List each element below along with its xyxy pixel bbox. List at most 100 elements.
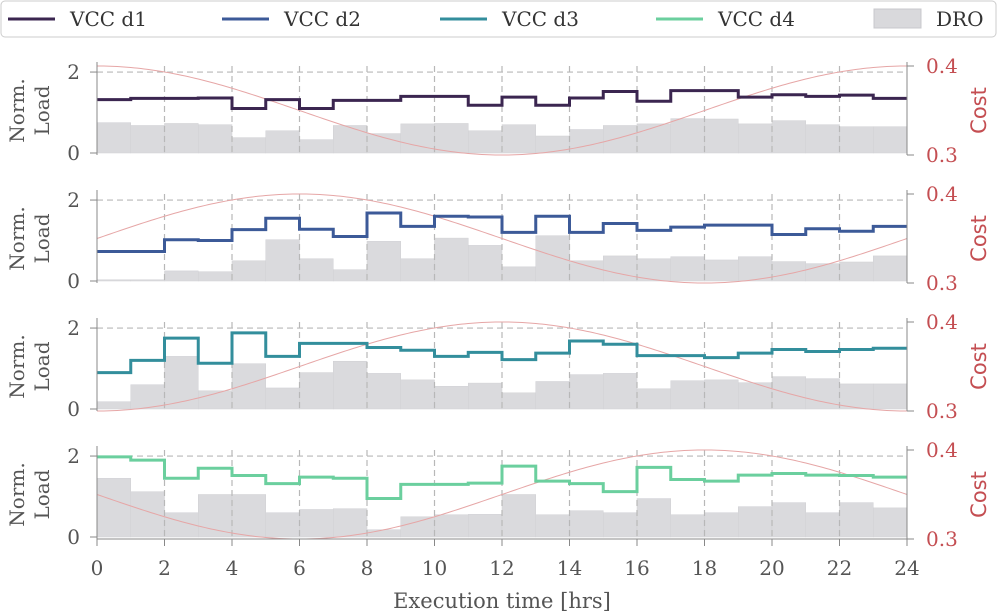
legend-label-3: VCC d3	[501, 7, 579, 31]
left-tick-label: 0	[67, 397, 80, 421]
left-tick-label: 2	[67, 444, 80, 468]
dro-bar	[535, 235, 570, 282]
dro-bar	[738, 506, 773, 538]
dro-bar	[873, 383, 908, 410]
dro-bar	[771, 502, 806, 538]
legend-label-5: DRO	[936, 7, 984, 31]
ylabel-left-line2: Load	[30, 341, 54, 391]
dro-bar	[535, 135, 570, 154]
dro-bar	[265, 387, 300, 410]
ylabel-right: Cost	[967, 343, 991, 390]
dro-bar	[130, 491, 165, 538]
dro-bar	[299, 509, 334, 538]
dro-bar	[434, 386, 469, 410]
right-tick-label: 0.3	[926, 399, 958, 423]
dro-bar	[738, 123, 773, 154]
ylabel-left-line1: Norm.	[5, 78, 29, 142]
ylabel-left-line1: Norm.	[5, 334, 29, 398]
dro-bar	[805, 512, 840, 538]
x-tick-label: 8	[361, 556, 374, 580]
dro-bar	[535, 381, 570, 410]
dro-bar	[366, 241, 401, 282]
dro-bar	[333, 125, 368, 154]
dro-bar	[704, 118, 739, 154]
dro-bar	[603, 512, 638, 538]
dro-bar	[501, 266, 536, 282]
left-tick-label: 2	[67, 188, 80, 212]
dro-bar	[231, 363, 266, 410]
x-tick-label: 2	[158, 556, 171, 580]
dro-bar	[738, 256, 773, 282]
vcc-line	[97, 455, 907, 501]
dro-bar	[501, 124, 536, 154]
dro-bar	[96, 478, 131, 538]
dro-bar	[771, 120, 806, 154]
dro-bar	[603, 255, 638, 282]
dro-bar	[738, 382, 773, 410]
right-tick-label: 0.4	[926, 182, 958, 206]
dro-bar	[164, 356, 199, 410]
dro-bar	[299, 258, 334, 282]
dro-bar	[569, 510, 604, 538]
left-tick-label: 0	[67, 269, 80, 293]
dro-bar	[805, 124, 840, 154]
dro-bar	[468, 245, 503, 282]
dro-bar	[839, 502, 874, 538]
vcc-line	[97, 211, 907, 253]
dro-bar	[198, 124, 233, 154]
dro-bar	[400, 516, 435, 538]
dro-bar	[839, 261, 874, 282]
dro-bar	[603, 125, 638, 154]
dro-bar	[333, 508, 368, 538]
dro-bar	[130, 279, 165, 282]
dro-bar	[164, 270, 199, 282]
dro-bar	[636, 388, 671, 410]
dro-bar	[400, 379, 435, 410]
cost-curve	[96, 449, 908, 540]
right-tick-label: 0.3	[926, 271, 958, 295]
ylabel-left-line1: Norm.	[5, 462, 29, 526]
dro-bar	[96, 401, 131, 410]
dro-bar	[299, 372, 334, 410]
dro-bar	[839, 383, 874, 410]
dro-bar	[265, 130, 300, 154]
legend-box	[0, 0, 997, 38]
ylabel-left-line2: Load	[30, 213, 54, 263]
x-axis-label: Execution time [hrs]	[393, 589, 611, 613]
dro-bar	[265, 239, 300, 282]
x-tick-label: 10	[422, 556, 447, 580]
dro-bar	[434, 514, 469, 538]
right-tick-label: 0.4	[926, 310, 958, 334]
dro-bar	[704, 512, 739, 538]
cost-curve	[96, 65, 908, 156]
cost-curve	[96, 321, 908, 412]
ylabel-right: Cost	[967, 215, 991, 262]
legend-label-1: VCC d1	[69, 7, 147, 31]
dro-bar	[670, 256, 705, 282]
x-tick-label: 6	[293, 556, 306, 580]
dro-bar	[366, 529, 401, 538]
dro-bar	[434, 123, 469, 154]
dro-bar	[231, 494, 266, 538]
dro-bar	[468, 130, 503, 154]
ylabel-left-line1: Norm.	[5, 206, 29, 270]
dro-bar	[501, 392, 536, 410]
dro-bar	[366, 133, 401, 154]
dro-bar	[636, 498, 671, 538]
dro-bar	[96, 279, 131, 282]
ylabel-right: Cost	[967, 471, 991, 518]
dro-bar	[366, 373, 401, 410]
x-tick-label: 14	[557, 556, 582, 580]
dro-bar	[873, 126, 908, 154]
dro-bar	[96, 122, 131, 154]
legend-label-2: VCC d2	[283, 7, 361, 31]
dro-bar	[704, 259, 739, 282]
dro-bar	[501, 494, 536, 538]
dro-bar	[873, 507, 908, 538]
dro-bar	[164, 123, 199, 154]
dro-bar	[198, 271, 233, 282]
dro-bar	[231, 260, 266, 282]
dro-bar	[468, 382, 503, 410]
dro-bar	[670, 514, 705, 538]
x-tick-label: 24	[894, 556, 919, 580]
